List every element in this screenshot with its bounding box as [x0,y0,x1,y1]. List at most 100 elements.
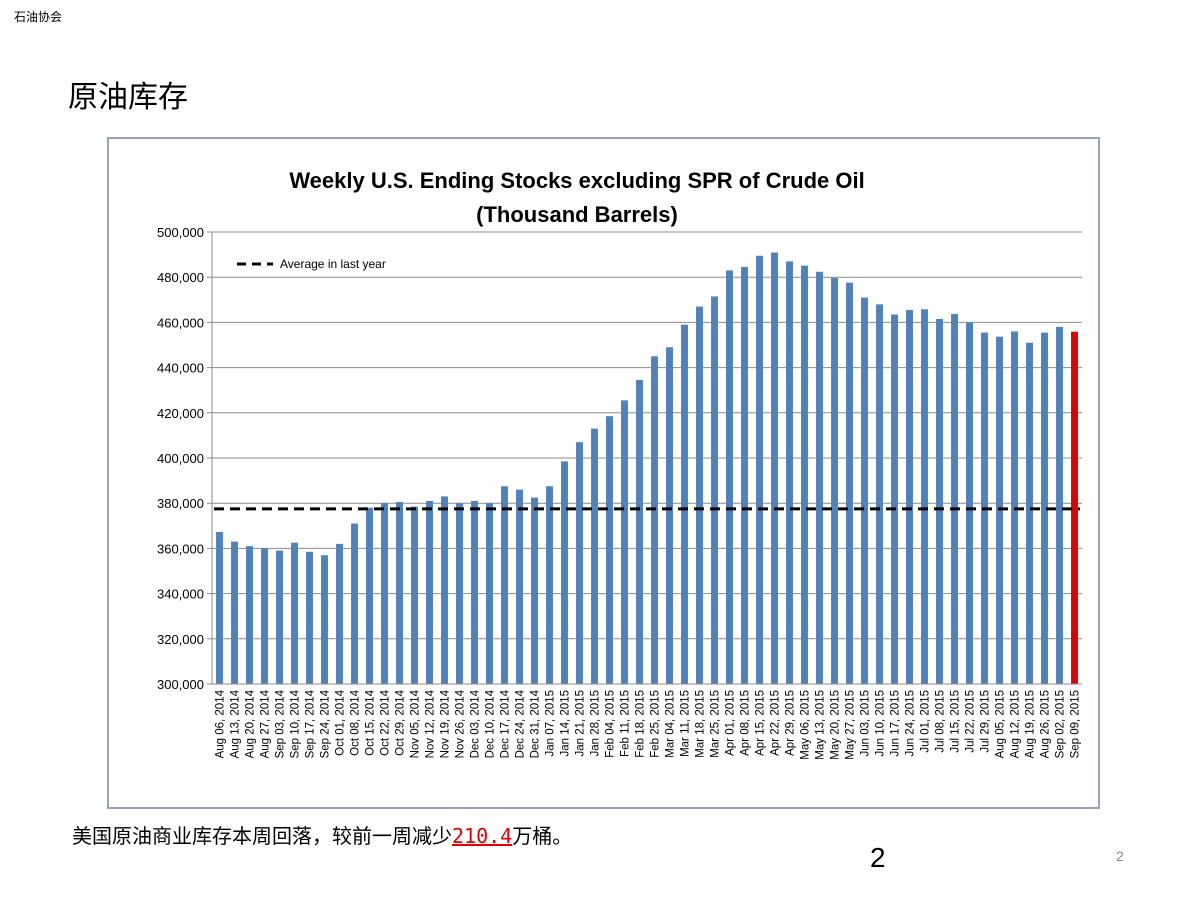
bar [441,496,448,684]
x-tick-label: Feb 18, 2015 [635,690,647,758]
x-tick-label: Jun 24, 2015 [905,690,917,757]
y-axis: 300,000 320,000 340,000 360,000 380,000 400,0… [157,225,213,692]
x-tick-label: Aug 05, 2015 [995,690,1007,758]
x-axis: Aug 06, 2014 Aug 13, 2014 Aug 20, 2014 Aug … [212,683,1082,760]
y-tick-label: 360,000 [157,541,204,556]
x-tick-label: Jan 14, 2015 [560,690,572,757]
x-tick-label: Oct 08, 2014 [350,689,362,755]
x-tick-label: Mar 04, 2015 [665,690,677,758]
bar [741,267,748,684]
y-tick-label: 300,000 [157,677,204,692]
bar [726,270,733,684]
bar [531,497,538,684]
x-tick-label: Feb 25, 2015 [650,690,662,758]
x-tick-label: Aug 20, 2014 [245,689,257,758]
x-tick-label: Jun 10, 2015 [875,690,887,757]
bar [861,297,868,684]
x-tick-label: Oct 01, 2014 [335,689,347,755]
bar [951,314,958,684]
x-tick-label: Jan 07, 2015 [545,690,557,757]
x-tick-label: Apr 08, 2015 [740,690,752,756]
x-tick-label: Jul 01, 2015 [920,690,932,753]
x-tick-label: Apr 01, 2015 [725,690,737,756]
x-tick-label: Oct 22, 2014 [380,689,392,755]
bar [621,400,628,684]
page-number: 2 [870,842,886,873]
bar [426,500,433,684]
y-tick-label: 420,000 [157,406,204,421]
bar [501,486,508,684]
bar [336,543,343,684]
caption-unit: 万桶。 [512,824,573,848]
bar [396,502,403,684]
x-tick-label: May 20, 2015 [830,690,842,760]
x-tick-label: Mar 18, 2015 [695,690,707,758]
bar [231,541,238,684]
x-tick-label: Mar 25, 2015 [710,690,722,758]
bar [546,486,553,684]
caption: 美国原油商业库存本周回落，较前一周减少210.4万桶。 [72,820,572,849]
bar [561,461,568,684]
y-tick-label: 340,000 [157,587,204,602]
caption-text: 美国原油商业库存本周回落，较前一周减少 [72,824,452,848]
bar [936,319,943,684]
x-tick-label: Sep 03, 2014 [275,689,287,758]
bar [876,304,883,684]
slide-title: 原油库存 [68,80,188,115]
bar [516,489,523,684]
caption-highlight: 210.4 [452,824,513,848]
bar [666,347,673,684]
x-tick-label: Nov 26, 2014 [455,689,467,758]
x-tick-label: Feb 11, 2015 [620,690,632,757]
bar [216,531,223,684]
x-tick-label: Jan 28, 2015 [590,690,602,757]
bar [651,356,658,684]
x-tick-label: May 27, 2015 [845,690,857,760]
x-tick-label: Feb 04, 2015 [605,690,617,758]
x-tick-label: Sep 24, 2014 [320,689,332,758]
y-tick-label: 460,000 [157,315,204,330]
x-tick-label: Sep 17, 2014 [305,689,317,758]
x-tick-label: Jan 21, 2015 [575,690,587,757]
x-tick-label: Jul 15, 2015 [950,690,962,753]
x-tick-label: Apr 29, 2015 [785,690,797,756]
bar [756,255,763,684]
x-tick-label: Oct 29, 2014 [395,689,407,755]
bar [456,503,463,684]
bar [636,380,643,684]
x-tick-label: Nov 19, 2014 [440,689,452,758]
chart-frame: Weekly U.S. Ending Stocks excluding SPR … [107,137,1100,809]
bar [471,500,478,684]
x-tick-label: Sep 10, 2014 [290,689,302,758]
bar [576,442,583,684]
chart-subtitle: (Thousand Barrels) [476,202,678,227]
bar-highlighted [1071,331,1078,684]
x-tick-label: Jun 03, 2015 [860,690,872,757]
bar [366,507,373,684]
bar [351,523,358,684]
bar [801,265,808,684]
y-tick-label: 500,000 [157,225,204,240]
x-tick-label: Apr 22, 2015 [770,690,782,756]
legend-label: Average in last year [280,257,386,271]
y-tick-label: 320,000 [157,632,204,647]
y-tick-label: 400,000 [157,451,204,466]
x-tick-label: Jul 29, 2015 [980,690,992,753]
bar [891,314,898,684]
bar [276,550,283,684]
bar [816,271,823,684]
bar [411,506,418,684]
chart-svg: Weekly U.S. Ending Stocks excluding SPR … [157,168,1082,760]
x-tick-label: Aug 26, 2015 [1040,690,1052,758]
bar [1026,342,1033,684]
x-tick-label: Mar 11, 2015 [680,690,692,757]
x-tick-label: Aug 19, 2015 [1025,690,1037,758]
x-tick-label: Aug 27, 2014 [260,689,272,758]
x-tick-label: Nov 05, 2014 [410,689,422,758]
bar [1056,326,1063,684]
bars [216,252,1078,684]
bar [966,322,973,684]
bar [1041,332,1048,684]
x-tick-label: Dec 17, 2014 [500,689,512,758]
x-tick-label: May 13, 2015 [815,690,827,760]
